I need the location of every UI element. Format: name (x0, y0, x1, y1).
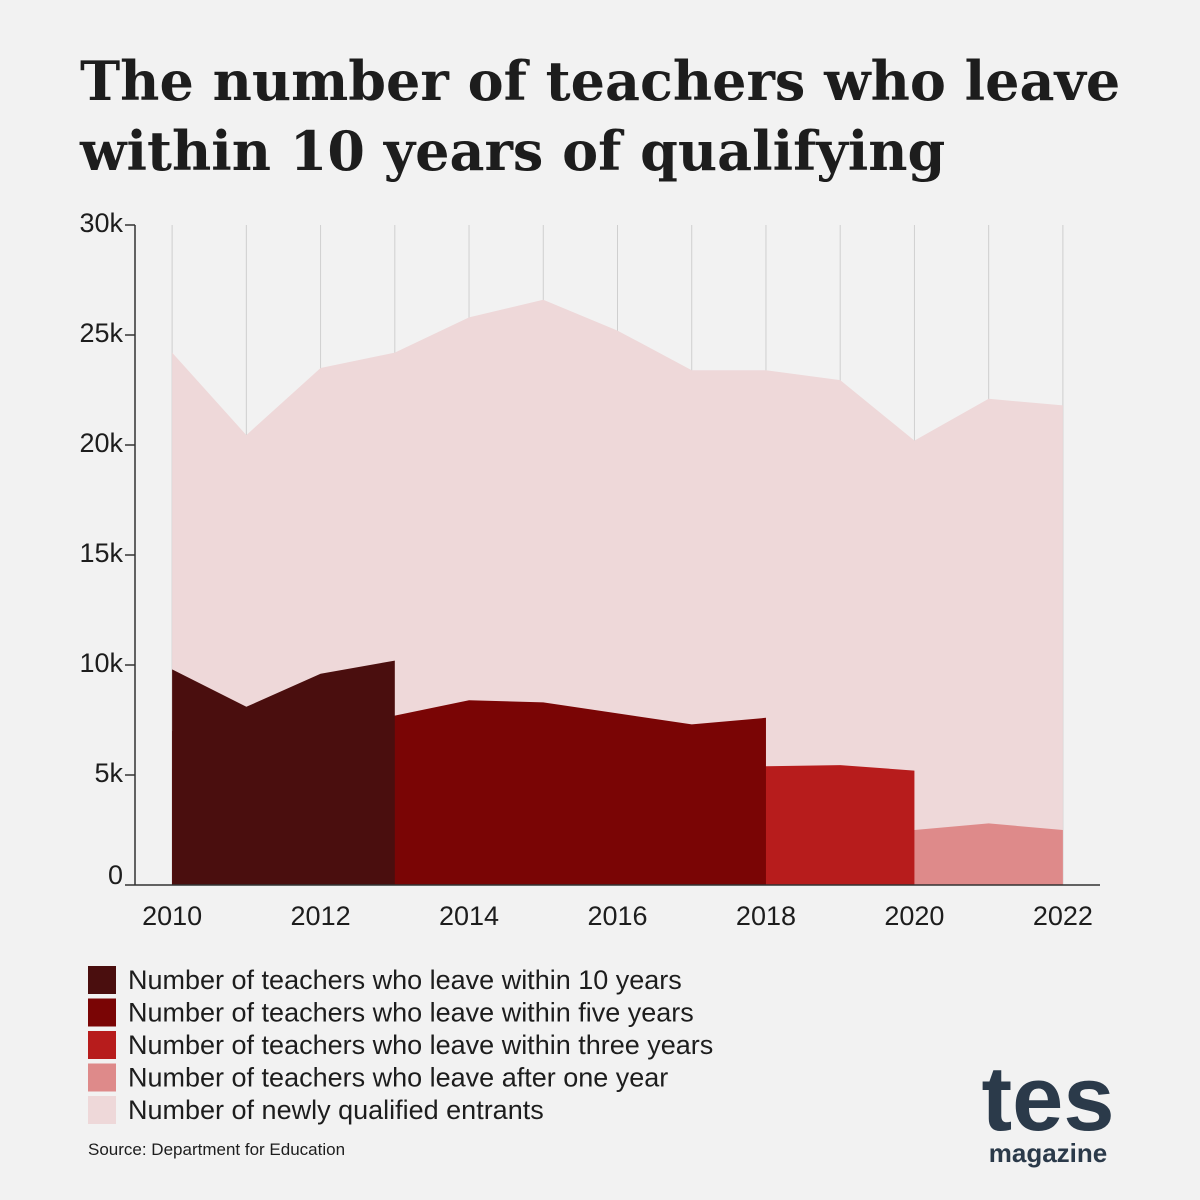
y-tick-label: 5k (94, 758, 123, 788)
chart-title: The number of teachers who leave within 1… (79, 49, 1120, 183)
x-tick-label: 2014 (439, 901, 499, 931)
legend-swatch (88, 998, 116, 1027)
x-tick-label: 2012 (291, 901, 351, 931)
y-tick-label: 20k (79, 428, 123, 458)
source: Source: Department for Education (88, 1140, 345, 1159)
y-tick-label: 15k (79, 538, 123, 568)
legend-swatch (88, 1063, 116, 1092)
legend-label: Number of teachers who leave after one y… (128, 1063, 668, 1093)
legend-label: Number of newly qualified entrants (128, 1095, 544, 1125)
legend-swatch (88, 1096, 116, 1124)
x-tick-label: 2022 (1033, 901, 1093, 931)
y-tick-label: 0 (108, 860, 123, 890)
legend-label: Number of teachers who leave within five… (128, 998, 694, 1028)
x-tick-label: 2018 (736, 901, 796, 931)
x-tick-label: 2020 (884, 901, 944, 931)
x-tick-label: 2016 (587, 901, 647, 931)
legend-swatch (88, 1031, 116, 1059)
logo: tes (982, 1048, 1115, 1150)
area (172, 660, 395, 885)
x-tick-label: 2010 (142, 901, 202, 931)
legend-label: Number of teachers who leave within 10 y… (128, 965, 682, 995)
logo-sub: magazine (989, 1138, 1108, 1168)
y-tick-label: 30k (79, 208, 123, 238)
legend-label: Number of teachers who leave within thre… (128, 1030, 713, 1060)
y-tick-label: 10k (79, 648, 123, 678)
y-tick-label: 25k (79, 318, 123, 348)
legend-swatch (88, 966, 116, 994)
